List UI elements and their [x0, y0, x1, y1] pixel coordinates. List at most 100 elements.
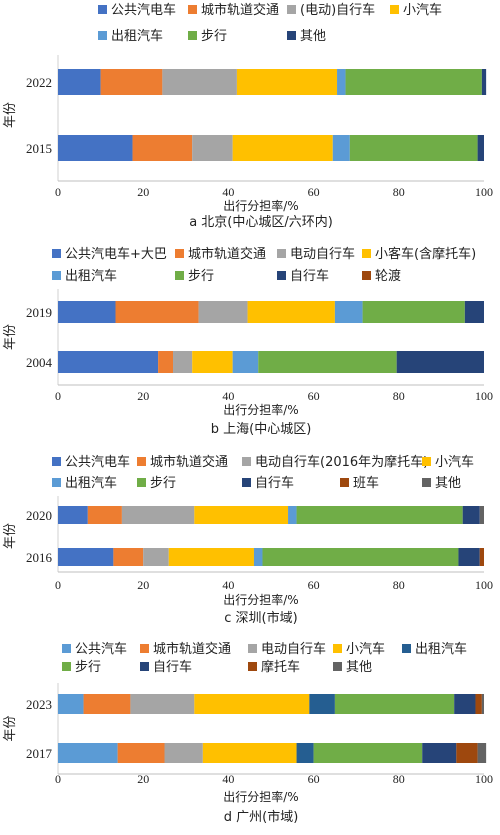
- legend-swatch: [62, 644, 71, 653]
- bar-segment: [58, 351, 159, 373]
- bar-segment: [58, 506, 88, 524]
- bar-segment: [454, 694, 476, 714]
- legend: 公共汽电车+大巴 城市轨道交通 电动自行车 小客车(含摩托车) 出租汽车 步行 自行车 轮渡: [52, 246, 476, 284]
- legend-swatch: [175, 271, 184, 280]
- bar-segment: [334, 301, 363, 323]
- legend-swatch: [287, 31, 296, 40]
- bar-segment: [100, 69, 163, 95]
- bar-group-2015: [58, 135, 484, 161]
- bar-segment: [349, 135, 478, 161]
- category-label: 2016: [26, 550, 53, 565]
- bar-segment: [198, 301, 248, 323]
- legend-item: 出租汽车: [52, 268, 117, 284]
- bar-segment: [58, 548, 114, 566]
- legend-swatch: [52, 478, 61, 487]
- legend-label: 轮渡: [375, 268, 401, 284]
- legend-label: 电动自行车: [290, 246, 355, 262]
- legend-item: 出租汽车: [52, 475, 117, 491]
- legend-swatch: [137, 478, 146, 487]
- y-axis-label: 年份: [3, 523, 18, 549]
- legend-label: 自行车: [290, 268, 329, 284]
- legend-label: 出租汽车: [65, 268, 117, 284]
- bar-group-2020: [58, 506, 484, 524]
- legend-swatch: [242, 457, 251, 466]
- legend-item: 轮渡: [362, 268, 401, 284]
- legend-item: 电动自行车: [277, 246, 355, 262]
- legend-label: 出租汽车: [65, 475, 117, 491]
- y-axis-label: 年份: [3, 324, 18, 350]
- legend-label: 出租汽车: [111, 28, 163, 44]
- x-tick-label: 0: [55, 772, 61, 786]
- bar-segment: [313, 743, 423, 763]
- x-axis-label: 出行分担率/%: [223, 402, 298, 417]
- bar-segment: [481, 694, 484, 714]
- bar-segment: [296, 743, 314, 763]
- legend-item: 自行车: [242, 475, 294, 491]
- bar-segment: [477, 743, 487, 763]
- legend-item: 城市轨道交通: [188, 2, 279, 18]
- legend-item: 公共汽电车: [52, 454, 130, 470]
- bar-segment: [58, 301, 116, 323]
- legend-label: 小汽车: [435, 454, 474, 470]
- legend-swatch: [277, 271, 286, 280]
- bar-segment: [113, 548, 144, 566]
- bar-segment: [462, 506, 480, 524]
- legend-label: 出租汽车: [415, 641, 467, 657]
- x-tick-label: 40: [222, 772, 234, 786]
- x-tick-label: 80: [393, 389, 405, 403]
- legend-label: 小汽车: [346, 641, 385, 657]
- bar-segment: [132, 135, 193, 161]
- legend-item: 城市轨道交通: [175, 246, 266, 262]
- x-tick-label: 0: [55, 185, 61, 199]
- x-tick-label: 80: [393, 578, 405, 592]
- bar-segment: [168, 548, 254, 566]
- bar-segment: [192, 135, 233, 161]
- y-axis-label: 年份: [3, 102, 18, 128]
- legend-item: 城市轨道交通: [137, 454, 228, 470]
- bar-segment: [288, 506, 297, 524]
- bar-segment: [479, 506, 484, 524]
- legend-label: 自行车: [153, 659, 192, 675]
- x-tick-label: 100: [475, 185, 493, 199]
- legend-swatch: [340, 478, 349, 487]
- legend-item: 班车: [340, 475, 379, 491]
- legend-item: 步行: [137, 476, 176, 491]
- bar-segment: [458, 548, 480, 566]
- x-tick-label: 100: [475, 578, 493, 592]
- bar-segment: [477, 135, 484, 161]
- bar-segment: [194, 694, 310, 714]
- legend-label: 小客车(含摩托车): [375, 246, 476, 262]
- legend-item: 步行: [62, 660, 101, 675]
- legend-label: 电动自行车: [261, 641, 326, 657]
- legend-swatch: [188, 31, 197, 40]
- legend-label: 其他: [435, 476, 461, 491]
- bar-segment: [258, 351, 397, 373]
- legend-label: 公共汽电车: [111, 2, 176, 18]
- bar-segment: [337, 69, 346, 95]
- bar-group-2004: [58, 351, 484, 373]
- legend-item: 小汽车: [333, 641, 385, 657]
- legend-swatch: [248, 662, 257, 671]
- bar-segment: [296, 506, 463, 524]
- x-tick-label: 80: [393, 185, 405, 199]
- legend-label: 步行: [75, 660, 101, 675]
- category-label: 2023: [26, 697, 52, 712]
- legend-swatch: [362, 249, 371, 258]
- category-label: 2017: [26, 746, 53, 761]
- legend-label: 公共汽电车: [65, 454, 130, 470]
- x-axis-label: 出行分担率/%: [223, 789, 298, 804]
- legend-item: 小汽车: [422, 454, 474, 470]
- legend-item: 公共汽电车+大巴: [52, 246, 167, 262]
- bar-segment: [192, 351, 233, 373]
- bar-segment: [58, 694, 84, 714]
- bar-segment: [309, 694, 335, 714]
- legend-label: 其他: [300, 29, 326, 44]
- x-tick-label: 60: [308, 389, 320, 403]
- legend-item: 摩托车: [248, 659, 300, 675]
- x-tick-label: 60: [308, 772, 320, 786]
- legend-swatch: [52, 249, 61, 258]
